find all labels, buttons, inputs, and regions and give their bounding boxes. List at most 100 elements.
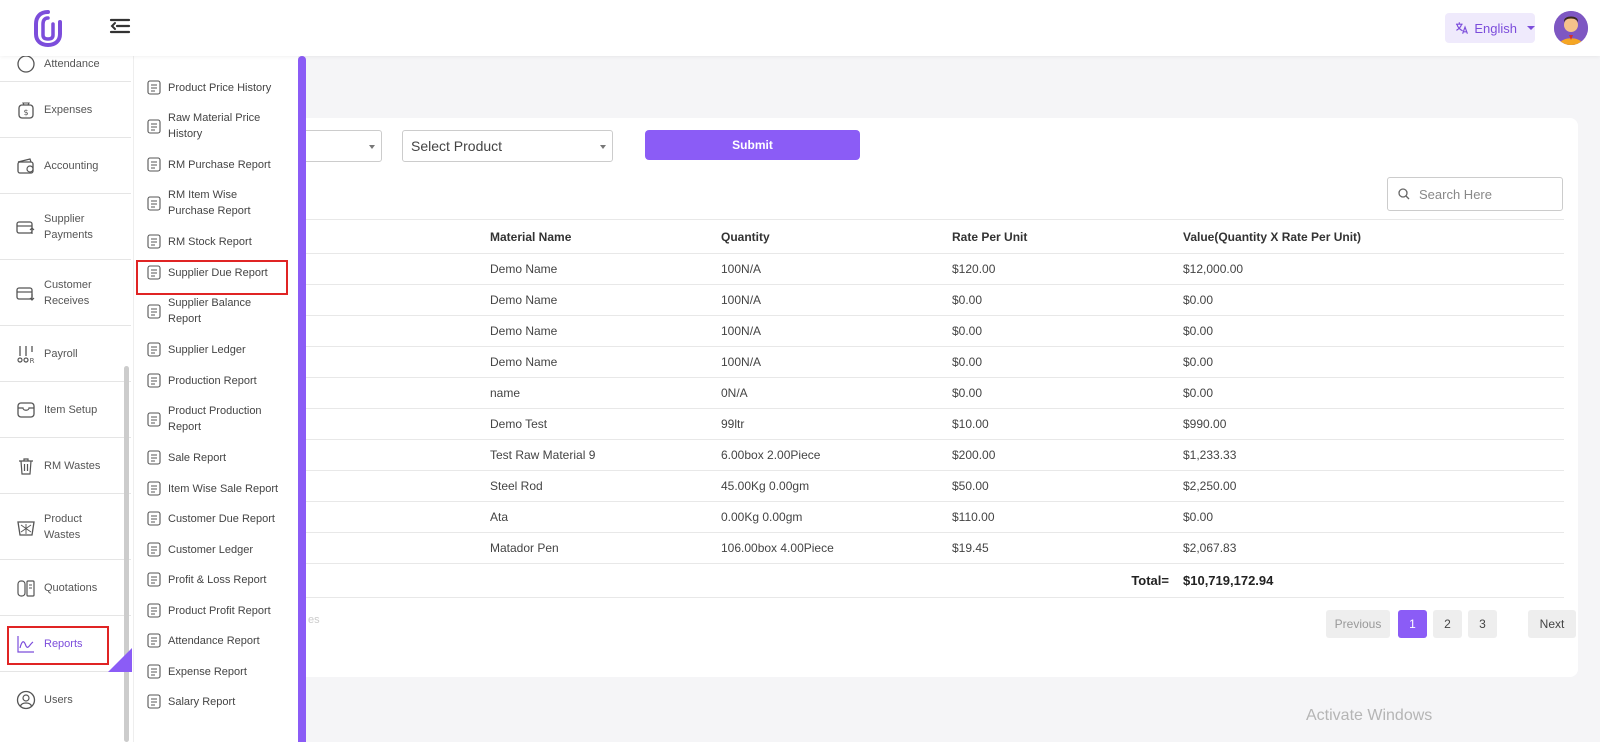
table-cell: Matador Pen bbox=[490, 532, 721, 564]
table-cell: $0.00 bbox=[952, 346, 1183, 378]
report-doc-icon bbox=[147, 542, 161, 557]
reports-submenu: Product Price History Raw Material Price… bbox=[134, 56, 298, 742]
submenu-item-rm-item-wise-purchase-report[interactable]: RM Item Wise Purchase Report bbox=[147, 186, 297, 220]
payment-out-icon bbox=[16, 220, 35, 234]
sidebar-item-quotations[interactable]: Quotations bbox=[0, 560, 131, 616]
language-label: English bbox=[1474, 20, 1517, 36]
highlight-box-supplier-due-report bbox=[136, 260, 288, 295]
sidebar-item-item-setup[interactable]: Item Setup bbox=[0, 382, 131, 438]
language-dropdown[interactable]: English bbox=[1445, 13, 1535, 43]
sidebar-item-expenses[interactable]: $ Expenses bbox=[0, 82, 131, 138]
submenu-item-item-wise-sale-report[interactable]: Item Wise Sale Report bbox=[147, 479, 297, 498]
submenu-item-salary-report[interactable]: Salary Report bbox=[147, 692, 297, 711]
submenu-item-production-report[interactable]: Production Report bbox=[147, 371, 297, 390]
submenu-item-supplier-balance-report[interactable]: Supplier Balance Report bbox=[147, 294, 297, 328]
sidebar-scrollbar[interactable] bbox=[124, 366, 129, 742]
trash-icon bbox=[19, 457, 33, 475]
sidebar-item-label: Customer Receives bbox=[44, 278, 92, 307]
table-cell: 100N/A bbox=[721, 284, 952, 316]
table-cell: 6.00box 2.00Piece bbox=[721, 439, 952, 471]
sidebar-item-label: Expenses bbox=[44, 103, 93, 116]
report-table: Material Name Quantity Rate Per Unit Val… bbox=[134, 219, 1564, 598]
sidebar-item-customer-receives[interactable]: Customer Receives bbox=[0, 260, 131, 326]
report-doc-icon bbox=[147, 450, 161, 465]
total-row: Total= $10,719,172.94 bbox=[134, 563, 1564, 598]
user-icon bbox=[16, 690, 36, 710]
sidebar-item-payroll[interactable]: R Payroll bbox=[0, 326, 131, 382]
svg-text:$: $ bbox=[23, 108, 28, 117]
menu-collapse-icon[interactable] bbox=[108, 14, 132, 38]
submenu-item-product-profit-report[interactable]: Product Profit Report bbox=[147, 601, 297, 620]
pagination-next[interactable]: Next bbox=[1528, 610, 1576, 638]
pagination-page-3[interactable]: 3 bbox=[1468, 610, 1497, 638]
submenu-scrollbar[interactable] bbox=[298, 56, 306, 742]
paperclip-logo-icon[interactable] bbox=[30, 8, 66, 48]
sidebar-item-label: Quotations bbox=[44, 581, 98, 594]
sidebar-item-users[interactable]: Users bbox=[0, 672, 131, 728]
report-doc-icon bbox=[147, 481, 161, 496]
sidebar-item-label: Product Wastes bbox=[44, 512, 82, 541]
table-header-row: Material Name Quantity Rate Per Unit Val… bbox=[134, 219, 1564, 254]
submenu-item-raw-material-price-history[interactable]: Raw Material Price History bbox=[147, 109, 297, 143]
quotation-icon bbox=[17, 579, 35, 597]
table-cell: $1,233.33 bbox=[1183, 439, 1564, 471]
search-icon bbox=[1398, 188, 1410, 200]
table-cell: $50.00 bbox=[952, 470, 1183, 502]
submit-button[interactable]: Submit bbox=[645, 130, 860, 160]
submenu-item-profit-loss-report[interactable]: Profit & Loss Report bbox=[147, 570, 297, 589]
windows-activation-watermark: Activate Windows bbox=[1306, 707, 1433, 724]
svg-text:R: R bbox=[30, 357, 35, 364]
sidebar-item-reports[interactable]: Reports bbox=[0, 616, 131, 672]
pagination-page-2[interactable]: 2 bbox=[1433, 610, 1462, 638]
report-doc-icon bbox=[147, 572, 161, 587]
sidebar-item-supplier-payments[interactable]: Supplier Payments bbox=[0, 194, 131, 260]
table-row: Demo Name 100N/A $0.00 $0.00 bbox=[134, 284, 1564, 316]
submenu-item-supplier-ledger[interactable]: Supplier Ledger bbox=[147, 340, 297, 359]
sidebar-item-label: Attendance bbox=[44, 57, 100, 70]
table-cell: $0.00 bbox=[1183, 284, 1564, 316]
submenu-item-customer-due-report[interactable]: Customer Due Report bbox=[147, 509, 297, 528]
table-cell: 100N/A bbox=[721, 346, 952, 378]
search-placeholder: Search Here bbox=[1419, 186, 1492, 202]
basket-icon bbox=[17, 520, 35, 536]
table-cell: 0.00Kg 0.00gm bbox=[721, 501, 952, 533]
table-cell: Demo Name bbox=[490, 315, 721, 347]
table-cell: $0.00 bbox=[1183, 315, 1564, 347]
pagination-page-1[interactable]: 1 bbox=[1398, 610, 1427, 638]
table-cell: 99ltr bbox=[721, 408, 952, 440]
table-cell: 100N/A bbox=[721, 315, 952, 347]
submenu-item-product-price-history[interactable]: Product Price History bbox=[147, 78, 297, 97]
sidebar-item-product-wastes[interactable]: Product Wastes bbox=[0, 494, 131, 560]
entries-info: es bbox=[308, 614, 320, 626]
sidebar-item-accounting[interactable]: Accounting bbox=[0, 138, 131, 194]
submenu-item-label: Production Report bbox=[168, 374, 257, 387]
submenu-item-label: Expense Report bbox=[168, 665, 247, 678]
submenu-item-product-production-report[interactable]: Product Production Report bbox=[147, 402, 297, 436]
submenu-item-rm-stock-report[interactable]: RM Stock Report bbox=[147, 232, 297, 251]
submenu-item-supplier-due-report[interactable]: Supplier Due Report bbox=[147, 263, 297, 282]
submenu-item-sale-report[interactable]: Sale Report bbox=[147, 448, 297, 467]
submenu-item-rm-purchase-report[interactable]: RM Purchase Report bbox=[147, 155, 297, 174]
table-row: Demo Name 100N/A $0.00 $0.00 bbox=[134, 346, 1564, 378]
submenu-item-label: RM Item Wise Purchase Report bbox=[168, 189, 251, 217]
search-input[interactable]: Search Here bbox=[1387, 177, 1563, 211]
table-cell: $990.00 bbox=[1183, 408, 1564, 440]
avatar[interactable] bbox=[1554, 11, 1588, 45]
total-label: Total= bbox=[134, 563, 1183, 598]
submenu-item-attendance-report[interactable]: Attendance Report bbox=[147, 631, 297, 650]
submenu-item-label: Profit & Loss Report bbox=[168, 573, 267, 586]
table-cell: $0.00 bbox=[1183, 377, 1564, 409]
table-row: Steel Rod 45.00Kg 0.00gm $50.00 $2,250.00 bbox=[134, 470, 1564, 502]
pagination-previous[interactable]: Previous bbox=[1326, 610, 1390, 638]
product-select[interactable]: Select Product bbox=[402, 130, 613, 162]
translate-icon bbox=[1455, 22, 1468, 34]
submenu-item-customer-ledger[interactable]: Customer Ledger bbox=[147, 540, 297, 559]
sidebar-item-rm-wastes[interactable]: RM Wastes bbox=[0, 438, 131, 494]
wallet-icon bbox=[17, 157, 34, 174]
submenu-item-expense-report[interactable]: Expense Report bbox=[147, 662, 297, 681]
caret-down-icon bbox=[369, 145, 375, 149]
submenu-item-label: Item Wise Sale Report bbox=[168, 482, 279, 495]
column-header-quantity: Quantity bbox=[721, 219, 952, 254]
submenu-item-label: Supplier Ledger bbox=[168, 343, 246, 356]
report-doc-icon bbox=[147, 633, 161, 648]
